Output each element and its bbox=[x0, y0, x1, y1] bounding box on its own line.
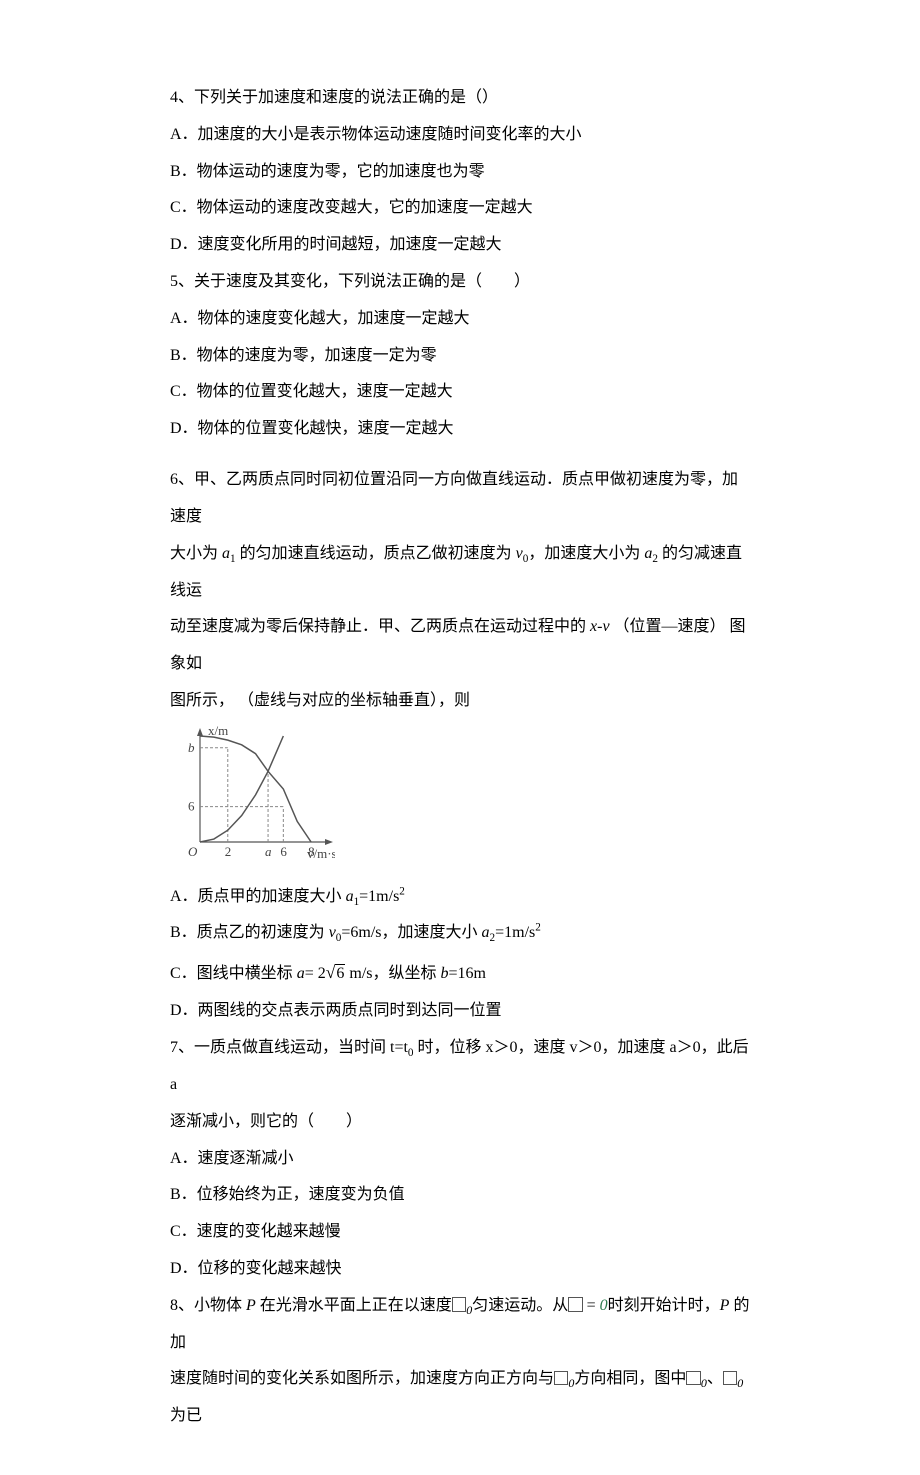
q6c-avar: a bbox=[297, 965, 305, 982]
q6c-text: =16m bbox=[449, 965, 486, 982]
q6-opt-c: C．图线中横坐标 a= 26 m/s，纵坐标 b=16m bbox=[170, 952, 750, 993]
q8-dot: 、 bbox=[707, 1370, 723, 1387]
q8-text: 8、小物体 bbox=[170, 1297, 246, 1314]
q7-opt-a: A．速度逐渐减小 bbox=[170, 1141, 750, 1178]
q6c-bvar: b bbox=[441, 965, 449, 982]
q6-stem-l4: 图所示， （虚线与对应的坐标轴垂直），则 bbox=[170, 683, 750, 720]
q8-text: 在光滑水平面上正在以速度 bbox=[256, 1297, 452, 1314]
q8-text: 方向相同，图中 bbox=[574, 1370, 686, 1387]
xv-chart: x/mv/m·sO268a6b bbox=[170, 724, 335, 864]
q5-stem: 5、关于速度及其变化，下列说法正确的是（ ） bbox=[170, 264, 750, 301]
q6-stem-l3: 动至速度减为零后保持静止．甲、乙两质点在运动过程中的 x-v （位置—速度） 图… bbox=[170, 609, 750, 683]
sqrt-icon: 6 bbox=[326, 952, 346, 993]
q6-text: 大小为 bbox=[170, 545, 222, 562]
q6a-sup: 2 bbox=[399, 885, 405, 897]
q6b-text: B．质点乙的初速度为 bbox=[170, 924, 329, 941]
q5-opt-a: A．物体的速度变化越大，加速度一定越大 bbox=[170, 301, 750, 338]
q6c-eq: = bbox=[305, 965, 318, 982]
q8-text: 速度随时间的变化关系如图所示，加速度方向正方向与 bbox=[170, 1370, 554, 1387]
q8-text: 匀速运动。从 bbox=[472, 1297, 568, 1314]
q8-text: 为已 bbox=[170, 1407, 202, 1424]
q6a-var: a bbox=[346, 888, 354, 905]
q6c-coef: 2 bbox=[318, 965, 326, 982]
missing-glyph-icon bbox=[452, 1297, 466, 1311]
q6c-text: C．图线中横坐标 bbox=[170, 965, 297, 982]
q6b-v: v bbox=[329, 924, 336, 941]
q4-opt-c: C．物体运动的速度改变越大，它的加速度一定越大 bbox=[170, 190, 750, 227]
svg-text:x/m: x/m bbox=[208, 724, 228, 738]
q4-opt-a: A．加速度的大小是表示物体运动速度随时间变化率的大小 bbox=[170, 117, 750, 154]
q6-figure: x/mv/m·sO268a6b bbox=[170, 724, 750, 879]
spacer bbox=[170, 448, 750, 462]
svg-text:6: 6 bbox=[280, 844, 287, 859]
q6-opt-a: A．质点甲的加速度大小 a1=1m/s2 bbox=[170, 879, 750, 916]
q7-stem-l2: 逐渐减小，则它的（ ） bbox=[170, 1104, 750, 1141]
q6c-rad: 6 bbox=[335, 964, 345, 982]
q6-v0: v bbox=[516, 545, 523, 562]
q5-opt-b: B．物体的速度为零，加速度一定为零 bbox=[170, 338, 750, 375]
q6-text: ，加速度大小为 bbox=[528, 545, 644, 562]
missing-glyph-icon bbox=[686, 1371, 700, 1385]
q7-text: 7、一质点做直线运动，当时间 t=t bbox=[170, 1039, 408, 1056]
q6a-text: =1m/s bbox=[359, 888, 399, 905]
q6b-text: =1m/s bbox=[495, 924, 535, 941]
missing-glyph-icon bbox=[723, 1371, 737, 1385]
q6-opt-d: D．两图线的交点表示两质点同时到达同一位置 bbox=[170, 993, 750, 1030]
q6a-text: A．质点甲的加速度大小 bbox=[170, 888, 346, 905]
q6-a1: a bbox=[222, 545, 230, 562]
q6-opt-b: B．质点乙的初速度为 v0=6m/s，加速度大小 a2=1m/s2 bbox=[170, 915, 750, 952]
q6b-a2: a bbox=[482, 924, 490, 941]
svg-text:8: 8 bbox=[308, 844, 315, 859]
q8-p1: P bbox=[246, 1297, 256, 1314]
svg-text:b: b bbox=[188, 739, 195, 754]
svg-text:a: a bbox=[265, 844, 272, 859]
missing-glyph-icon bbox=[554, 1371, 568, 1385]
q6-stem-l1: 6、甲、乙两质点同时同初位置沿同一方向做直线运动．质点甲做初速度为零，加速度 bbox=[170, 462, 750, 536]
missing-glyph-icon bbox=[568, 1297, 582, 1311]
q7-opt-d: D．位移的变化越来越快 bbox=[170, 1251, 750, 1288]
q8-stem-l1: 8、小物体 P 在光滑水平面上正在以速度0匀速运动。从 = 0时刻开始计时，P … bbox=[170, 1288, 750, 1362]
q6c-unit: m/s，纵坐标 bbox=[345, 965, 440, 982]
q7-stem-l1: 7、一质点做直线运动，当时间 t=t0 时，位移 x＞0，速度 v＞0，加速度 … bbox=[170, 1030, 750, 1104]
svg-text:6: 6 bbox=[188, 798, 195, 813]
q8-p2: P bbox=[720, 1297, 730, 1314]
q5-opt-d: D．物体的位置变化越快，速度一定越大 bbox=[170, 411, 750, 448]
q6-text: 动至速度减为零后保持静止．甲、乙两质点在运动过程中的 bbox=[170, 618, 590, 635]
q6b-sup: 2 bbox=[535, 922, 541, 934]
q8-sub0: 0 bbox=[737, 1377, 743, 1391]
q6-stem-l2: 大小为 a1 的匀加速直线运动，质点乙做初速度为 v0，加速度大小为 a2 的匀… bbox=[170, 536, 750, 610]
q8-eq: = bbox=[583, 1297, 600, 1314]
svg-text:O: O bbox=[188, 844, 198, 859]
q8-stem-l2: 速度随时间的变化关系如图所示，加速度方向正方向与0方向相同，图中0、0为已 bbox=[170, 1361, 750, 1435]
svg-text:2: 2 bbox=[225, 844, 232, 859]
q6b-text: =6m/s，加速度大小 bbox=[341, 924, 481, 941]
q8-zero: 0 bbox=[600, 1297, 608, 1314]
q7-opt-c: C．速度的变化越来越慢 bbox=[170, 1214, 750, 1251]
q4-stem: 4、下列关于加速度和速度的说法正确的是（） bbox=[170, 80, 750, 117]
q6-text: 的匀加速直线运动，质点乙做初速度为 bbox=[236, 545, 516, 562]
q4-opt-d: D．速度变化所用的时间越短，加速度一定越大 bbox=[170, 227, 750, 264]
q6-xv: x-v bbox=[590, 618, 610, 635]
q4-opt-b: B．物体运动的速度为零，它的加速度也为零 bbox=[170, 154, 750, 191]
q5-opt-c: C．物体的位置变化越大，速度一定越大 bbox=[170, 374, 750, 411]
q7-opt-b: B．位移始终为正，速度变为负值 bbox=[170, 1177, 750, 1214]
q8-text: 时刻开始计时， bbox=[608, 1297, 720, 1314]
